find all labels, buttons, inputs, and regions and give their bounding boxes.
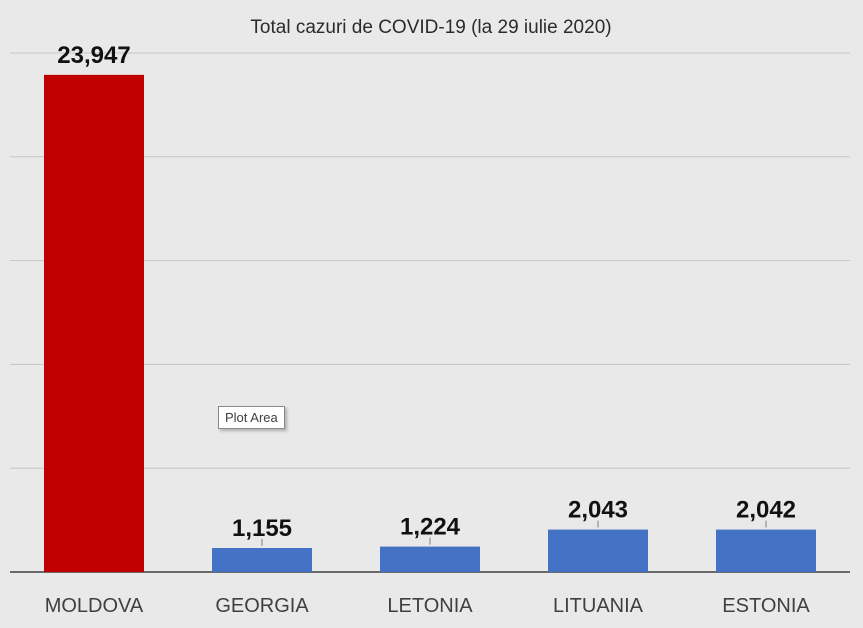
category-label-lituania: LITUANIA: [553, 595, 644, 617]
category-labels: MOLDOVA GEORGIA LETONIA LITUANIA ESTONIA: [45, 595, 811, 617]
category-label-georgia: GEORGIA: [215, 595, 309, 617]
category-label-moldova: MOLDOVA: [45, 595, 144, 617]
bar-letonia[interactable]: [380, 546, 480, 572]
category-label-estonia: ESTONIA: [722, 595, 810, 617]
bar-georgia[interactable]: [212, 548, 312, 572]
bar-lituania[interactable]: [548, 529, 648, 572]
tooltip-label: Plot Area: [225, 410, 278, 425]
data-label-georgia: 1,155: [232, 515, 292, 542]
data-label-lituania: 2,043: [568, 497, 628, 524]
data-label-letonia: 1,224: [400, 514, 461, 541]
plot-area-tooltip: Plot Area: [218, 406, 285, 429]
data-labels: 23,947 1,155 1,224 2,043 2,042: [57, 42, 796, 547]
category-label-letonia: LETONIA: [387, 595, 473, 617]
data-label-estonia: 2,042: [736, 497, 796, 524]
data-label-moldova: 23,947: [57, 42, 130, 69]
chart-title: Total cazuri de COVID-19 (la 29 iulie 20…: [250, 17, 611, 38]
bars[interactable]: [44, 74, 816, 572]
bar-moldova[interactable]: [44, 74, 144, 572]
bar-estonia[interactable]: [716, 529, 816, 572]
